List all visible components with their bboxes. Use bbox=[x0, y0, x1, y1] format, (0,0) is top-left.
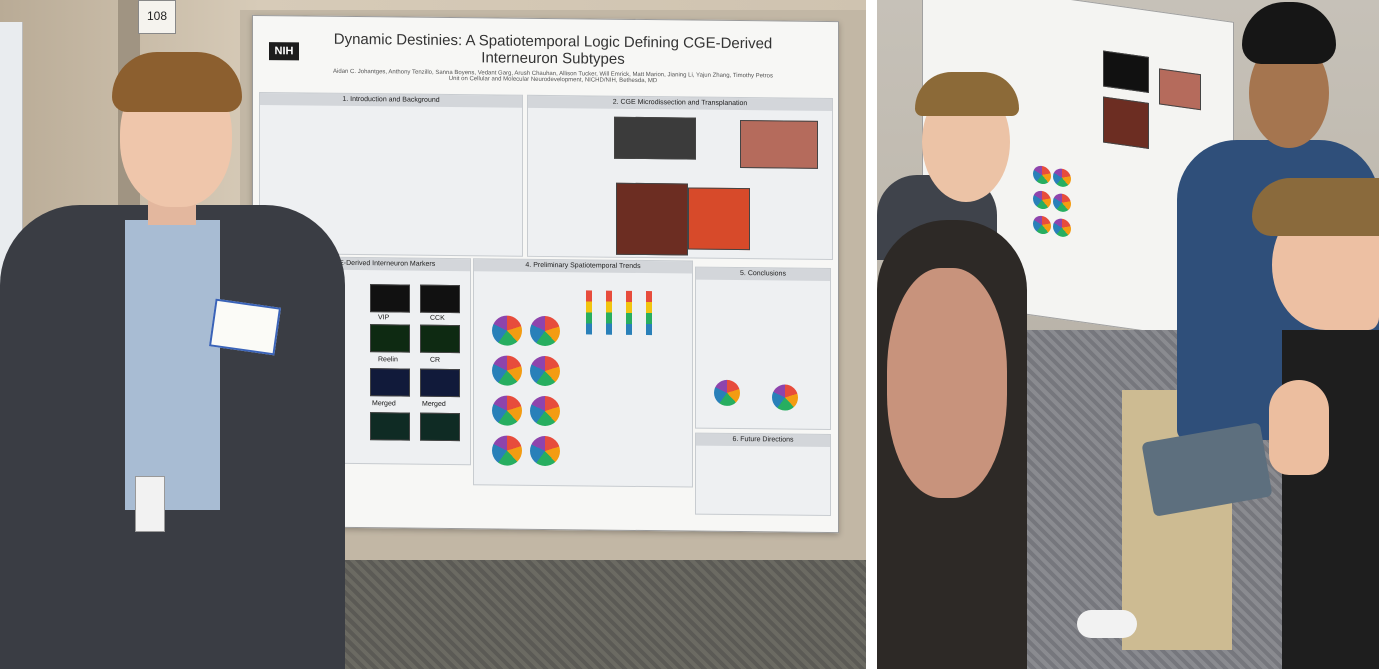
sneaker bbox=[1077, 610, 1137, 638]
photo-divider bbox=[866, 0, 877, 669]
nih-logo: NIH bbox=[269, 42, 299, 61]
section-heading: 5. Conclusions bbox=[696, 267, 830, 281]
donut-chart bbox=[714, 379, 740, 407]
marker-image bbox=[370, 284, 410, 313]
section-heading: 1. Introduction and Background bbox=[260, 93, 522, 108]
poster-image bbox=[1103, 50, 1149, 93]
left-photo: 108 NIH Dynamic Destinies: A Spatiotempo… bbox=[0, 0, 866, 669]
section-heading: 6. Future Directions bbox=[696, 433, 830, 447]
section-heading: 4. Preliminary Spatiotemporal Trends bbox=[474, 259, 692, 274]
injection-image bbox=[688, 187, 750, 251]
poster-section-future: 6. Future Directions bbox=[695, 432, 831, 516]
label-cck: CCK bbox=[430, 314, 445, 322]
name-badge bbox=[208, 298, 282, 356]
marker-image bbox=[370, 412, 410, 441]
room-number-sign: 108 bbox=[138, 0, 176, 34]
pie-chart bbox=[1053, 167, 1071, 189]
pie-chart bbox=[1033, 164, 1051, 186]
presenter-shirt bbox=[125, 220, 220, 510]
label-merged: Merged bbox=[372, 400, 396, 408]
pie-chart bbox=[492, 435, 522, 466]
marker-image bbox=[370, 368, 410, 397]
label-vip: VIP bbox=[378, 314, 390, 322]
pie-chart bbox=[492, 355, 522, 386]
pie-chart bbox=[530, 315, 560, 347]
poster-section-microdissection: 2. CGE Microdissection and Transplanatio… bbox=[527, 94, 833, 261]
marker-image bbox=[420, 412, 460, 442]
donut-chart bbox=[772, 384, 798, 411]
pie-chart bbox=[1053, 217, 1071, 239]
id-badge bbox=[135, 476, 165, 532]
pie-chart bbox=[492, 395, 522, 426]
stacked-bar bbox=[626, 290, 632, 335]
presenter-hair bbox=[112, 52, 242, 112]
poster-section-conclusions: 5. Conclusions bbox=[695, 266, 831, 430]
poster-section-trends: 4. Preliminary Spatiotemporal Trends bbox=[473, 258, 693, 488]
pie-chart bbox=[1033, 214, 1051, 236]
label-reelin: Reelin bbox=[378, 356, 398, 364]
dissection-image bbox=[614, 116, 696, 160]
marker-image bbox=[420, 368, 460, 398]
right-photo bbox=[877, 0, 1379, 669]
poster-image bbox=[1103, 96, 1149, 149]
person-hair bbox=[915, 72, 1019, 116]
label-merged: Merged bbox=[422, 400, 446, 408]
clasped-hands bbox=[1269, 380, 1329, 475]
section-heading: 2. CGE Microdissection and Transplanatio… bbox=[528, 95, 832, 112]
pie-chart bbox=[492, 315, 522, 346]
poster-image bbox=[1159, 68, 1201, 111]
pie-chart bbox=[1033, 189, 1051, 211]
pie-chart bbox=[1053, 192, 1071, 214]
person-hair bbox=[1252, 178, 1379, 236]
stacked-bar bbox=[646, 291, 652, 336]
selfie-face bbox=[887, 268, 1007, 498]
pie-chart bbox=[530, 355, 560, 387]
person-hair bbox=[1242, 2, 1336, 64]
poster-title: Dynamic Destinies: A Spatiotemporal Logi… bbox=[333, 30, 773, 68]
stacked-bar bbox=[606, 290, 612, 335]
marker-image bbox=[370, 324, 410, 353]
stacked-bar bbox=[586, 290, 592, 335]
embryo-image bbox=[740, 120, 818, 169]
label-cr: CR bbox=[430, 356, 441, 364]
poster-authors: Aidan C. Johantges, Anthony Tenzillo, Sa… bbox=[313, 69, 793, 86]
marker-image bbox=[420, 284, 460, 314]
marker-image bbox=[420, 324, 460, 354]
pie-chart bbox=[530, 435, 560, 467]
transplant-image bbox=[616, 182, 688, 256]
pie-chart bbox=[530, 395, 560, 427]
